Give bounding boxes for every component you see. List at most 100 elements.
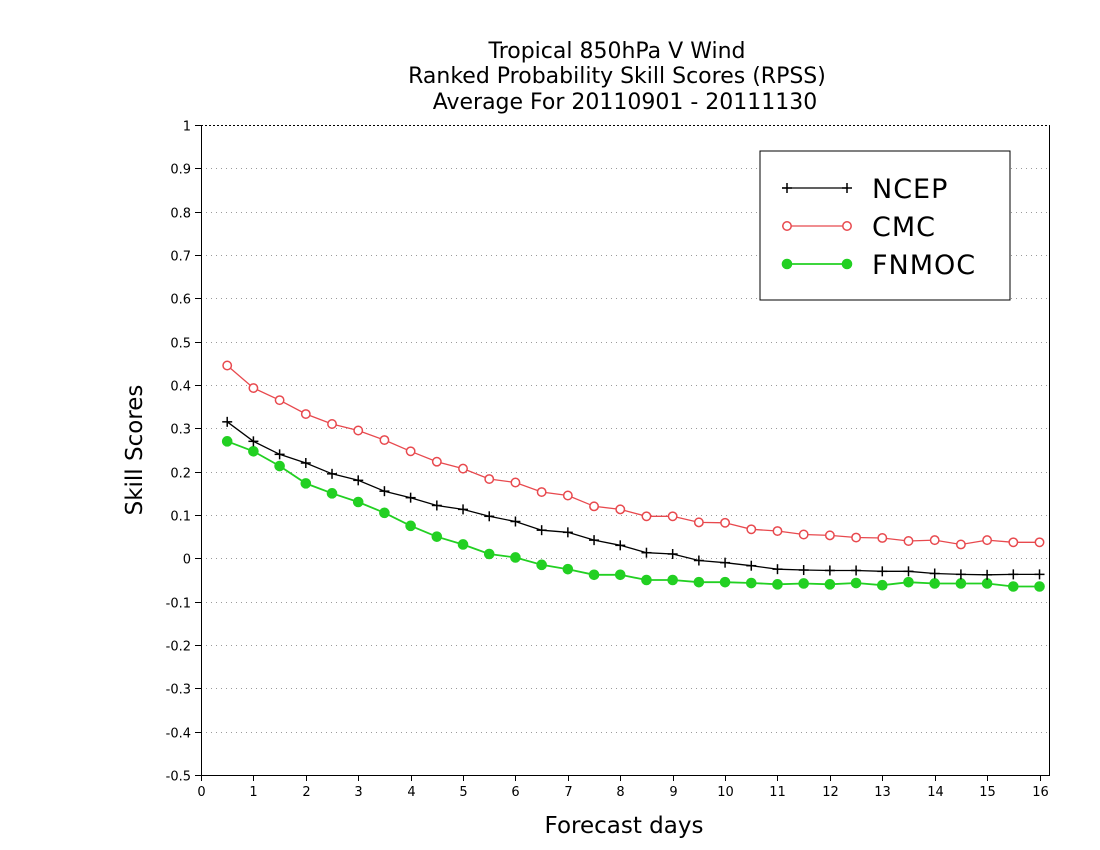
legend-label-cmc: CMC bbox=[872, 212, 936, 243]
series-line-fnmoc bbox=[226, 440, 1040, 588]
data-point-fnmoc bbox=[221, 436, 233, 447]
chart-title-line-3: Average For 20110901 - 20111130 bbox=[433, 90, 818, 115]
data-point-ncep bbox=[667, 549, 678, 559]
data-point-cmc bbox=[798, 529, 809, 540]
legend-marker-cmc bbox=[842, 221, 852, 231]
data-point-ncep bbox=[405, 492, 416, 503]
x-tick-label: 16 bbox=[1032, 785, 1049, 800]
data-point-fnmoc bbox=[1008, 581, 1019, 592]
x-axis-label: Forecast days bbox=[545, 813, 704, 839]
data-point-fnmoc bbox=[536, 559, 547, 571]
data-point-cmc bbox=[300, 409, 311, 419]
data-point-ncep bbox=[562, 527, 573, 538]
data-point-cmc bbox=[248, 383, 259, 393]
series-ncep bbox=[222, 416, 1045, 580]
legend-marker-fnmoc bbox=[781, 258, 793, 270]
data-point-cmc bbox=[510, 477, 521, 488]
x-tick-label: 14 bbox=[927, 785, 944, 800]
y-tick-label: 0.8 bbox=[170, 207, 191, 222]
data-point-ncep bbox=[929, 568, 940, 579]
data-point-ncep bbox=[248, 436, 259, 447]
series-fnmoc bbox=[221, 436, 1045, 592]
data-point-fnmoc bbox=[562, 563, 574, 575]
axes: -0.5 -0.4 -0.3 -0.2 -0.1 0 0.1 0.2 0.3 0.4 0.5 0.6 0… bbox=[166, 120, 1050, 800]
data-point-cmc bbox=[274, 395, 285, 406]
data-point-cmc bbox=[327, 419, 337, 429]
data-point-ncep bbox=[484, 511, 495, 522]
data-point-cmc bbox=[772, 526, 783, 536]
data-point-fnmoc bbox=[483, 548, 495, 560]
data-point-ncep bbox=[772, 564, 783, 575]
y-tick-label: 0 bbox=[183, 553, 191, 568]
data-point-cmc bbox=[431, 456, 442, 467]
data-point-ncep bbox=[641, 547, 652, 558]
data-point-ncep bbox=[615, 540, 626, 551]
data-point-fnmoc bbox=[379, 507, 390, 519]
data-point-ncep bbox=[982, 569, 993, 580]
data-point-ncep bbox=[798, 565, 809, 576]
data-point-fnmoc bbox=[641, 574, 652, 586]
data-point-fnmoc bbox=[719, 576, 731, 588]
data-point-ncep bbox=[693, 555, 704, 566]
data-point-cmc bbox=[667, 511, 678, 522]
chart-title-line-2: Ranked Probability Skill Scores (RPSS) bbox=[408, 64, 826, 89]
y-tick-label: 0.6 bbox=[170, 293, 191, 308]
data-point-ncep bbox=[955, 569, 966, 580]
data-point-ncep bbox=[1034, 569, 1045, 580]
data-point-fnmoc bbox=[772, 579, 783, 590]
x-tick-label: 5 bbox=[459, 785, 467, 800]
data-point-cmc bbox=[746, 524, 757, 535]
data-point-fnmoc bbox=[667, 574, 678, 586]
data-point-fnmoc bbox=[614, 569, 626, 581]
legend-label-fnmoc: FNMOC bbox=[872, 250, 976, 281]
data-point-fnmoc bbox=[903, 576, 914, 588]
data-point-ncep bbox=[589, 535, 600, 546]
data-point-cmc bbox=[562, 490, 573, 501]
data-point-cmc bbox=[458, 463, 468, 474]
y-tick-label: 0.1 bbox=[170, 510, 191, 525]
data-point-cmc bbox=[693, 517, 704, 528]
x-tick-label: 9 bbox=[669, 785, 677, 800]
y-tick-label: 0.7 bbox=[170, 250, 191, 265]
x-tick-label: 1 bbox=[249, 785, 257, 800]
data-point-fnmoc bbox=[510, 552, 521, 563]
data-point-cmc bbox=[379, 435, 390, 445]
x-tick-label: 15 bbox=[979, 785, 996, 800]
data-point-cmc bbox=[484, 474, 495, 484]
data-point-ncep bbox=[903, 566, 914, 577]
data-point-cmc bbox=[641, 511, 652, 522]
data-point-fnmoc bbox=[352, 496, 364, 508]
series-cmc bbox=[222, 360, 1045, 550]
data-point-ncep bbox=[300, 458, 311, 468]
y-tick-label: -0.3 bbox=[166, 683, 191, 698]
data-point-ncep bbox=[222, 416, 233, 427]
data-point-ncep bbox=[431, 500, 442, 511]
data-point-cmc bbox=[824, 530, 835, 541]
x-tick-label: 11 bbox=[769, 785, 786, 800]
data-point-fnmoc bbox=[431, 531, 443, 542]
data-point-cmc bbox=[222, 360, 233, 371]
legend: NCEP CMC FNMOC bbox=[759, 150, 1011, 301]
x-tick-label: 12 bbox=[822, 785, 839, 800]
data-point-fnmoc bbox=[1034, 581, 1045, 592]
data-point-ncep bbox=[510, 516, 521, 527]
legend-marker-ncep bbox=[782, 183, 792, 193]
y-tick-label: 0.2 bbox=[170, 467, 191, 482]
data-point-cmc bbox=[903, 536, 914, 546]
data-point-fnmoc bbox=[300, 478, 312, 489]
data-point-cmc bbox=[851, 532, 862, 543]
data-point-ncep bbox=[720, 557, 731, 568]
data-point-ncep bbox=[746, 560, 757, 571]
data-point-fnmoc bbox=[693, 576, 705, 588]
data-point-ncep bbox=[458, 504, 469, 515]
data-point-fnmoc bbox=[981, 578, 993, 589]
data-point-ncep bbox=[353, 475, 364, 486]
data-point-fnmoc bbox=[588, 569, 600, 581]
data-point-cmc bbox=[720, 517, 731, 528]
data-point-ncep bbox=[379, 486, 390, 497]
y-tick-label: 1 bbox=[183, 120, 191, 135]
x-tick-label: 0 bbox=[197, 785, 205, 800]
x-tick-label: 4 bbox=[407, 785, 415, 800]
y-tick-label: 0.3 bbox=[170, 423, 191, 438]
